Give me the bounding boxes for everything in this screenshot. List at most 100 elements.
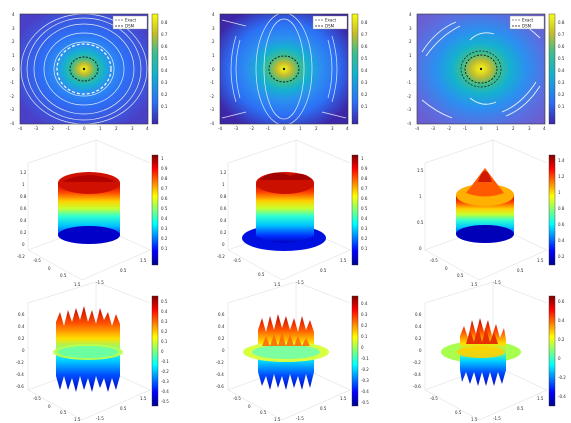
y-tick: 2 bbox=[212, 39, 215, 44]
y-tick: -1 bbox=[10, 80, 14, 85]
colorbar-tick: 0.3 bbox=[361, 312, 368, 317]
x-tick: -1 bbox=[463, 126, 467, 131]
colorbar-tick: 0.6 bbox=[361, 44, 368, 49]
surface bbox=[456, 168, 514, 243]
source-point bbox=[479, 67, 483, 71]
z-tick: 0 bbox=[222, 348, 225, 353]
x-tick: -1 bbox=[66, 126, 70, 131]
error-panel-3: 0.6 0.4 0.2 0 -0.2 -0.4 -0.6 -0.5 0.5 1.… bbox=[413, 281, 566, 422]
z-tick: 0.6 bbox=[20, 206, 27, 211]
colorbar-tick: -0.3 bbox=[361, 378, 369, 383]
y-tick: -4 bbox=[407, 121, 411, 126]
colorbar-tick: -0.2 bbox=[558, 375, 566, 380]
legend-dsm: DSM bbox=[125, 24, 135, 29]
colorbar-tick: 0.4 bbox=[361, 68, 368, 73]
z-tick: 0 bbox=[22, 348, 25, 353]
x-tick: 3 bbox=[528, 126, 531, 131]
x-tick: -4 bbox=[415, 126, 419, 131]
y-tick: 0.5 bbox=[517, 268, 524, 273]
x-tick: -0.5 bbox=[33, 396, 41, 401]
legend-dsm: DSM bbox=[522, 24, 532, 29]
colorbar-tick: 0.4 bbox=[361, 216, 368, 221]
legend-exact: Exact bbox=[125, 18, 137, 23]
x-tick: -3 bbox=[431, 126, 435, 131]
legend: Exact DSM bbox=[112, 15, 148, 30]
colorbar-tick: 0.3 bbox=[161, 80, 168, 85]
z-tick: 0.6 bbox=[220, 206, 227, 211]
x-tick: 0.5 bbox=[60, 273, 67, 278]
y-tick: 1.5 bbox=[537, 396, 544, 401]
colorbar-tick: 0.4 bbox=[161, 309, 168, 314]
z-tick: -0.4 bbox=[216, 372, 224, 377]
x-tick: -0.5 bbox=[33, 258, 41, 263]
colorbar: 1.4 1.2 1 0.8 0.6 0.4 0.2 bbox=[548, 154, 565, 266]
x-tick: -3 bbox=[234, 126, 238, 131]
source-point bbox=[82, 67, 86, 71]
z-tick: 0.6 bbox=[18, 312, 25, 317]
y-tick: -1.5 bbox=[296, 280, 304, 285]
surface bbox=[441, 318, 521, 386]
x-tick: 1 bbox=[99, 126, 102, 131]
z-tick: 0.4 bbox=[220, 218, 227, 223]
z-tick: 1 bbox=[222, 182, 225, 187]
x-tick: -0.5 bbox=[233, 258, 241, 263]
colorbar-tick: 0.8 bbox=[161, 20, 168, 25]
surface-panel-1: 1.2 1 0.8 0.6 0.4 0.2 0 -0.2 -0.5 0 0.5 … bbox=[17, 139, 168, 287]
y-tick: 1.5 bbox=[140, 258, 147, 263]
x-ticks: -4 -3 -2 -1 0 1 2 3 4 bbox=[18, 126, 149, 131]
y-tick: 3 bbox=[212, 26, 215, 31]
colorbar-tick: 0.7 bbox=[161, 186, 168, 191]
z-tick: 0.8 bbox=[20, 194, 27, 199]
colorbar-tick: 0.2 bbox=[558, 337, 565, 342]
colorbar-tick: 0.4 bbox=[161, 216, 168, 221]
exact-boundary-line bbox=[460, 50, 502, 88]
x-tick: 1 bbox=[496, 126, 499, 131]
y-tick: -1.5 bbox=[96, 416, 104, 421]
colorbar-tick: 0.5 bbox=[161, 56, 168, 61]
y-tick: 0.5 bbox=[120, 268, 127, 273]
colorbar-tick: 1.2 bbox=[558, 174, 565, 179]
y-tick: -2 bbox=[407, 94, 411, 99]
y-tick: 4 bbox=[12, 12, 15, 17]
z-tick: -0.2 bbox=[217, 254, 225, 259]
plot-frame bbox=[219, 13, 349, 125]
x-tick: 0 bbox=[283, 126, 286, 131]
xy-ticks: -0.5 0 0.5 1.5 -1.5 0.5 1.5 bbox=[430, 258, 544, 287]
x-tick: 0 bbox=[480, 126, 483, 131]
x-tick: 1.5 bbox=[274, 417, 281, 422]
x-tick: 1.5 bbox=[274, 282, 281, 287]
colorbar-tick: 0.5 bbox=[161, 299, 168, 304]
colorbar-tick: 0.2 bbox=[361, 92, 368, 97]
colorbar-tick: 0.5 bbox=[558, 56, 565, 61]
colorbar-tick: -0.1 bbox=[161, 359, 169, 364]
colorbar-tick: 0.4 bbox=[558, 318, 565, 323]
z-tick: 0.4 bbox=[18, 324, 25, 329]
colorbar: 0.8 0.7 0.6 0.5 0.4 0.3 0.2 0.1 bbox=[548, 13, 565, 125]
x-tick: -2 bbox=[250, 126, 254, 131]
z-tick: -0.6 bbox=[413, 384, 421, 389]
y-tick: -2 bbox=[210, 94, 214, 99]
x-tick: 1.5 bbox=[471, 282, 478, 287]
y-tick: 0 bbox=[212, 67, 215, 72]
xy-ticks: -0.5 0 0.5 1.5 -1.5 0.5 1.5 bbox=[33, 258, 147, 287]
z-tick: -0.2 bbox=[17, 254, 25, 259]
colorbar-tick: 0.1 bbox=[161, 104, 168, 109]
y-tick: 0 bbox=[409, 67, 412, 72]
dsm-boundary-line bbox=[268, 55, 300, 83]
xy-ticks: -0.5 0.5 1.5 -1.5 0.5 1.5 bbox=[233, 258, 347, 287]
z-tick: -0.6 bbox=[16, 384, 24, 389]
z-tick: 0.2 bbox=[20, 230, 27, 235]
colorbar-tick: -0.1 bbox=[361, 356, 369, 361]
colorbar: 0.8 0.7 0.6 0.5 0.4 0.3 0.2 0.1 bbox=[351, 13, 368, 125]
colorbar-tick: -0.4 bbox=[361, 389, 369, 394]
colorbar-tick: -0.3 bbox=[161, 379, 169, 384]
colorbar-tick: 0.6 bbox=[558, 44, 565, 49]
x-tick: 0 bbox=[248, 404, 251, 409]
y-tick: 3 bbox=[12, 26, 15, 31]
z-tick: 1 bbox=[419, 194, 422, 199]
x-tick: 0.5 bbox=[258, 272, 265, 277]
y-tick: -3 bbox=[10, 107, 14, 112]
colorbar-tick: 0.8 bbox=[361, 20, 368, 25]
dsm-boundary-line bbox=[464, 54, 498, 84]
x-tick: 4 bbox=[146, 126, 149, 131]
